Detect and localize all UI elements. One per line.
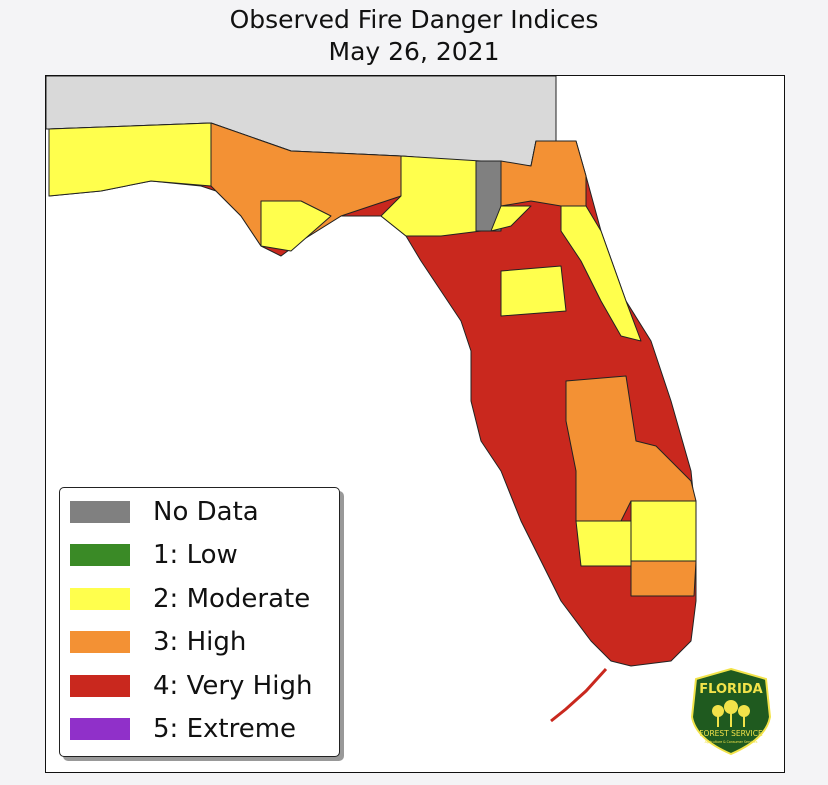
legend-swatch <box>70 588 130 610</box>
legend-item-no-data: No Data <box>70 497 259 527</box>
map-date: May 26, 2021 <box>328 37 500 66</box>
legend-swatch <box>70 675 130 697</box>
region-high-panhandle <box>210 122 402 247</box>
legend-label: 5: Extreme <box>153 714 297 744</box>
region-moderate-central <box>500 265 567 317</box>
legend-swatch <box>70 718 130 740</box>
region-moderate-eastcoast <box>560 205 642 342</box>
svg-text:FLORIDA: FLORIDA <box>699 682 762 697</box>
svg-text:Agriculture & Consumer Service: Agriculture & Consumer Services <box>705 740 758 744</box>
legend-swatch <box>70 501 130 523</box>
legend-item-low: 1: Low <box>70 540 238 570</box>
florida-map <box>46 76 697 723</box>
legend-swatch <box>70 631 130 653</box>
region-high-southeast <box>630 560 697 597</box>
region-high-northeast <box>500 140 587 207</box>
legend-label: 1: Low <box>153 540 238 570</box>
legend-item-very-high: 4: Very High <box>70 671 312 701</box>
legend-label: 2: Moderate <box>153 584 311 614</box>
legend-label: No Data <box>153 497 259 527</box>
legend-label: 3: High <box>153 627 247 657</box>
legend-item-extreme: 5: Extreme <box>70 714 296 744</box>
region-moderate-small <box>490 205 532 232</box>
map-title: Observed Fire Danger Indices <box>229 5 599 34</box>
legend-item-moderate: 2: Moderate <box>70 584 310 614</box>
region-moderate-south-east <box>630 500 697 562</box>
svg-text:FOREST SERVICE: FOREST SERVICE <box>699 729 763 738</box>
legend-item-high: 3: High <box>70 627 246 657</box>
region-no-data <box>475 160 502 232</box>
legend-swatch <box>70 544 130 566</box>
region-moderate-gulf <box>260 200 332 252</box>
region-moderate-south-central <box>575 520 632 567</box>
florida-keys <box>550 667 608 723</box>
legend: No Data 1: Low 2: Moderate 3: High 4: Ve… <box>59 487 340 757</box>
florida-forest-service-logo: FLORIDA FOREST SERVICE Agriculture & Con… <box>690 667 772 756</box>
legend-label: 4: Very High <box>153 671 313 701</box>
